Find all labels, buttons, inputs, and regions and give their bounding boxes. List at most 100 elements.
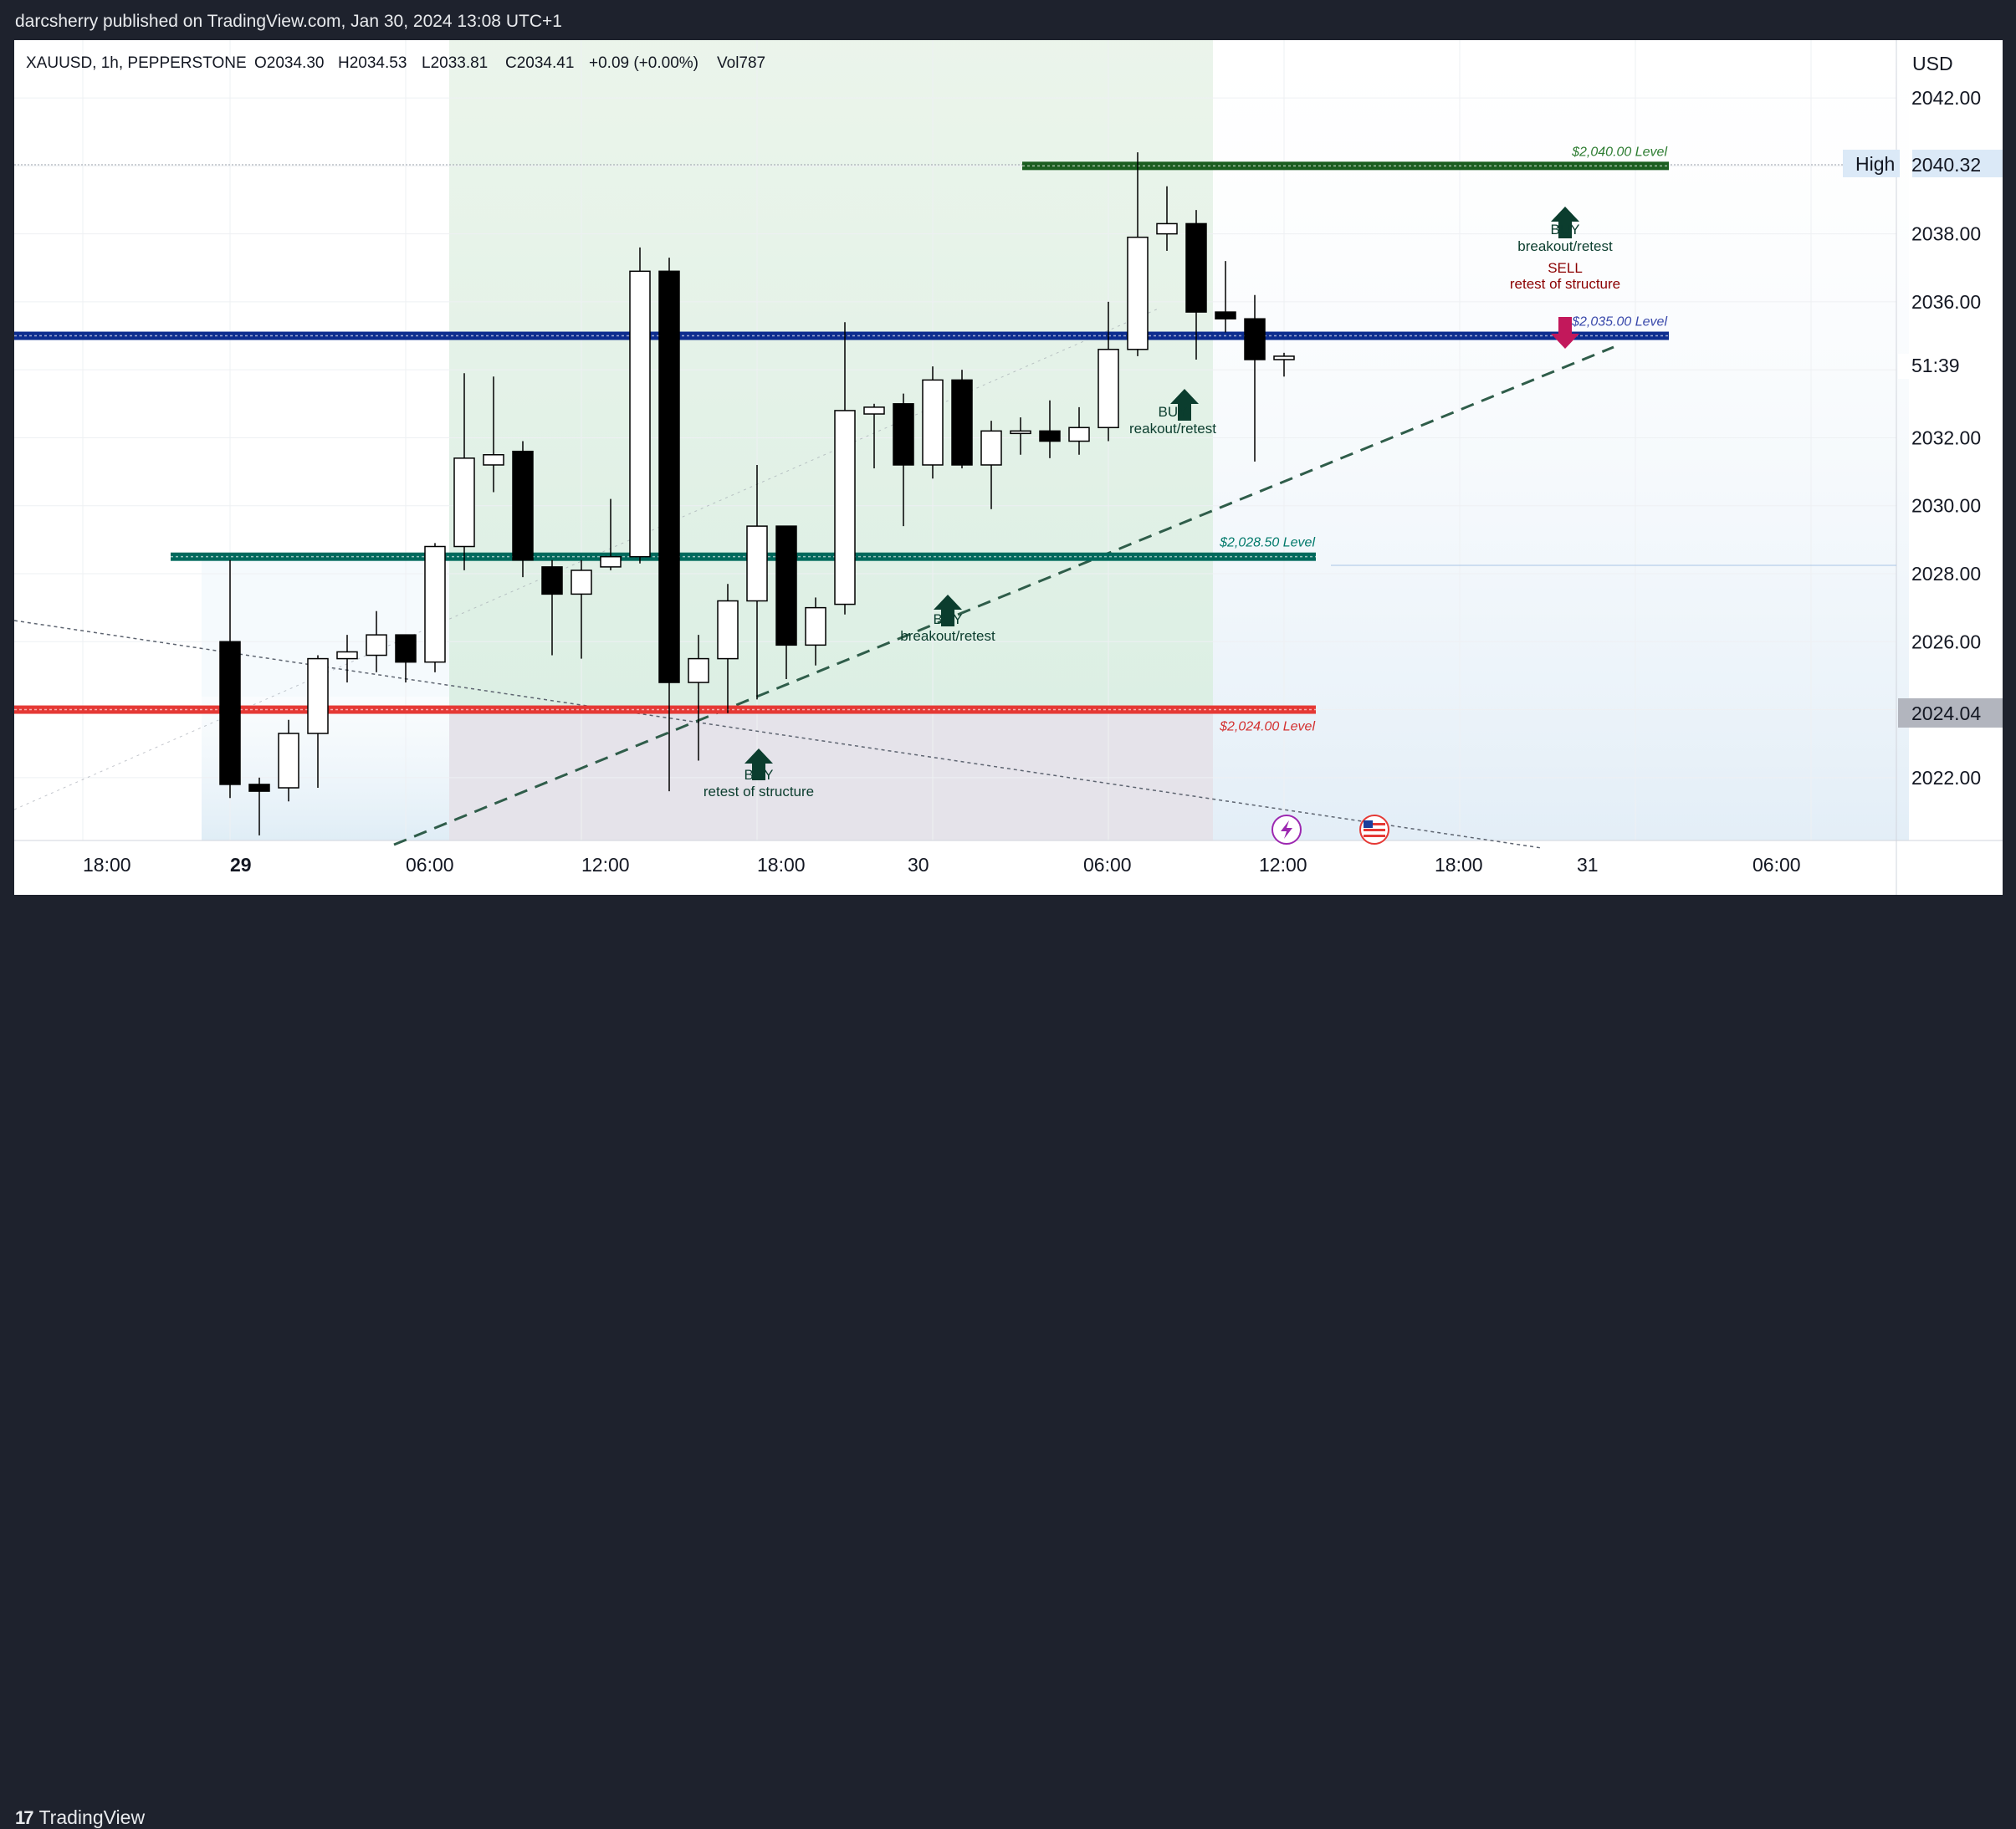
time-tick-label: 31 <box>1577 854 1599 876</box>
countdown-label: 51:39 <box>1911 355 1960 376</box>
candle-body <box>1156 222 1178 235</box>
zone-right <box>1213 40 1909 840</box>
candles-layer <box>219 152 1295 835</box>
candle-body <box>307 657 329 734</box>
time-tick-label: 18:00 <box>1435 854 1483 876</box>
publisher-text: darcsherry published on TradingView.com,… <box>15 12 562 31</box>
candle-body <box>453 457 475 548</box>
price-tick-label: 2026.00 <box>1911 631 1981 652</box>
level-band <box>14 331 1669 340</box>
candle-body <box>834 410 856 605</box>
candle-body <box>805 606 826 646</box>
candle-body <box>1010 430 1031 435</box>
time-tick-label: 12:00 <box>581 854 630 876</box>
legend-low: L2033.81 <box>422 54 488 72</box>
zone-profit <box>449 40 1213 709</box>
price-axis-ticks: 2022.00 2026.00 2028.00 2030.00 2032.00 2036.… <box>1911 87 1981 789</box>
time-tick-label: 06:00 <box>406 854 454 876</box>
candle-body <box>863 406 885 415</box>
level-label: $2,024.00 Level <box>1219 720 1315 734</box>
sell-arrow-icon <box>1551 317 1579 349</box>
candlestick-chart[interactable]: $2,040.00 Level $2,035.00 Level $2,028.50 … <box>14 40 2003 895</box>
legend-close: C2034.41 <box>505 54 574 72</box>
candle-body <box>1273 355 1295 360</box>
legend-symbol[interactable]: XAUUSD, 1h, PEPPERSTONE <box>26 54 247 72</box>
level-band <box>14 705 1316 714</box>
price-tick-label: 2036.00 <box>1911 291 1981 313</box>
price-tick-label: 2038.00 <box>1911 223 1981 245</box>
candle-body <box>512 450 534 561</box>
legend-high: H2034.53 <box>338 54 407 72</box>
price-tick-label: 2032.00 <box>1911 427 1981 448</box>
current-price-badge <box>1898 698 2003 728</box>
lightning-glyph <box>1281 820 1292 839</box>
candle-body <box>629 270 651 558</box>
high-price-label: 2040.32 <box>1911 154 1981 176</box>
high-badge <box>1843 150 1900 177</box>
flag-stripe-3 <box>1364 835 1385 837</box>
current-price-label: 2024.04 <box>1911 702 1981 724</box>
legend-volume: Vol787 <box>717 54 765 72</box>
candle-body <box>775 525 797 646</box>
legend-change: +0.09 (+0.00%) <box>589 54 698 72</box>
candle-body <box>893 403 914 466</box>
buy-arrow-icon <box>1170 389 1199 421</box>
candle-body <box>980 430 1002 466</box>
countdown-badge <box>1898 354 1958 379</box>
candle-body <box>571 570 592 595</box>
legend-open: O2034.30 <box>254 54 324 72</box>
flag-stripe-2 <box>1364 829 1385 831</box>
high-label: High <box>1855 153 1895 175</box>
annotation-text: retest of structure <box>704 784 814 800</box>
candle-body <box>248 784 270 792</box>
tradingview-brand-text: TradingView <box>38 1806 146 1828</box>
candle-body <box>1098 349 1119 429</box>
candle-body <box>1068 427 1090 442</box>
buy-arrow-icon <box>1551 207 1579 238</box>
annotation-signal: BUY <box>934 611 963 627</box>
currency-label[interactable]: USD <box>1912 53 1953 74</box>
annotation-signal: BUY <box>1551 222 1580 238</box>
candle-body <box>366 634 387 656</box>
flag-canton <box>1364 820 1373 828</box>
candle-body <box>336 651 358 660</box>
tradingview-mark-icon: 17 <box>15 1806 34 1828</box>
level-label: $2,028.50 Level <box>1219 536 1315 550</box>
levels-layer: $2,040.00 Level $2,035.00 Level $2,028.50 … <box>14 145 1669 734</box>
flag-stripe-1 <box>1364 823 1385 825</box>
time-tick-label: 12:00 <box>1259 854 1307 876</box>
candle-body <box>278 733 299 789</box>
annotation-signal: BUY <box>1159 404 1188 420</box>
candle-body <box>1039 430 1061 442</box>
buy-arrow-icon <box>934 595 962 626</box>
price-tick-label: 2022.00 <box>1911 767 1981 789</box>
candle-body <box>424 545 446 663</box>
candle-body <box>688 657 709 683</box>
annotation-signal: BUY <box>744 767 774 783</box>
publisher-bar: darcsherry published on TradingView.com,… <box>0 0 2016 40</box>
candle-body <box>951 379 973 466</box>
annotation-text: breakout/retest <box>900 628 995 644</box>
candle-body <box>1185 222 1207 313</box>
time-tick-label: 18:00 <box>757 854 806 876</box>
candle-body <box>922 379 944 466</box>
candle-body <box>658 270 680 683</box>
footer-bar: 17 TradingView <box>0 895 2016 1828</box>
price-tick-label: 2030.00 <box>1911 495 1981 517</box>
tradingview-logo[interactable]: 17 TradingView <box>15 1806 145 1829</box>
level-label: $2,035.00 Level <box>1571 315 1667 330</box>
time-tick-label: 30 <box>908 854 929 876</box>
chart-frame[interactable]: $2,040.00 Level $2,035.00 Level $2,028.50 … <box>14 40 2003 895</box>
candle-body <box>1244 318 1266 360</box>
time-tick-label: 06:00 <box>1752 854 1801 876</box>
annotation-text: reakout/retest <box>1129 421 1216 437</box>
candle-body <box>541 566 563 595</box>
level-label: $2,040.00 Level <box>1571 145 1667 159</box>
buy-arrow-icon <box>744 748 773 780</box>
price-tick-label: 2042.00 <box>1911 87 1981 109</box>
candle-body <box>1215 311 1236 319</box>
candle-body <box>600 555 622 568</box>
candle-body <box>1127 236 1149 350</box>
high-price-badge <box>1912 150 2003 177</box>
